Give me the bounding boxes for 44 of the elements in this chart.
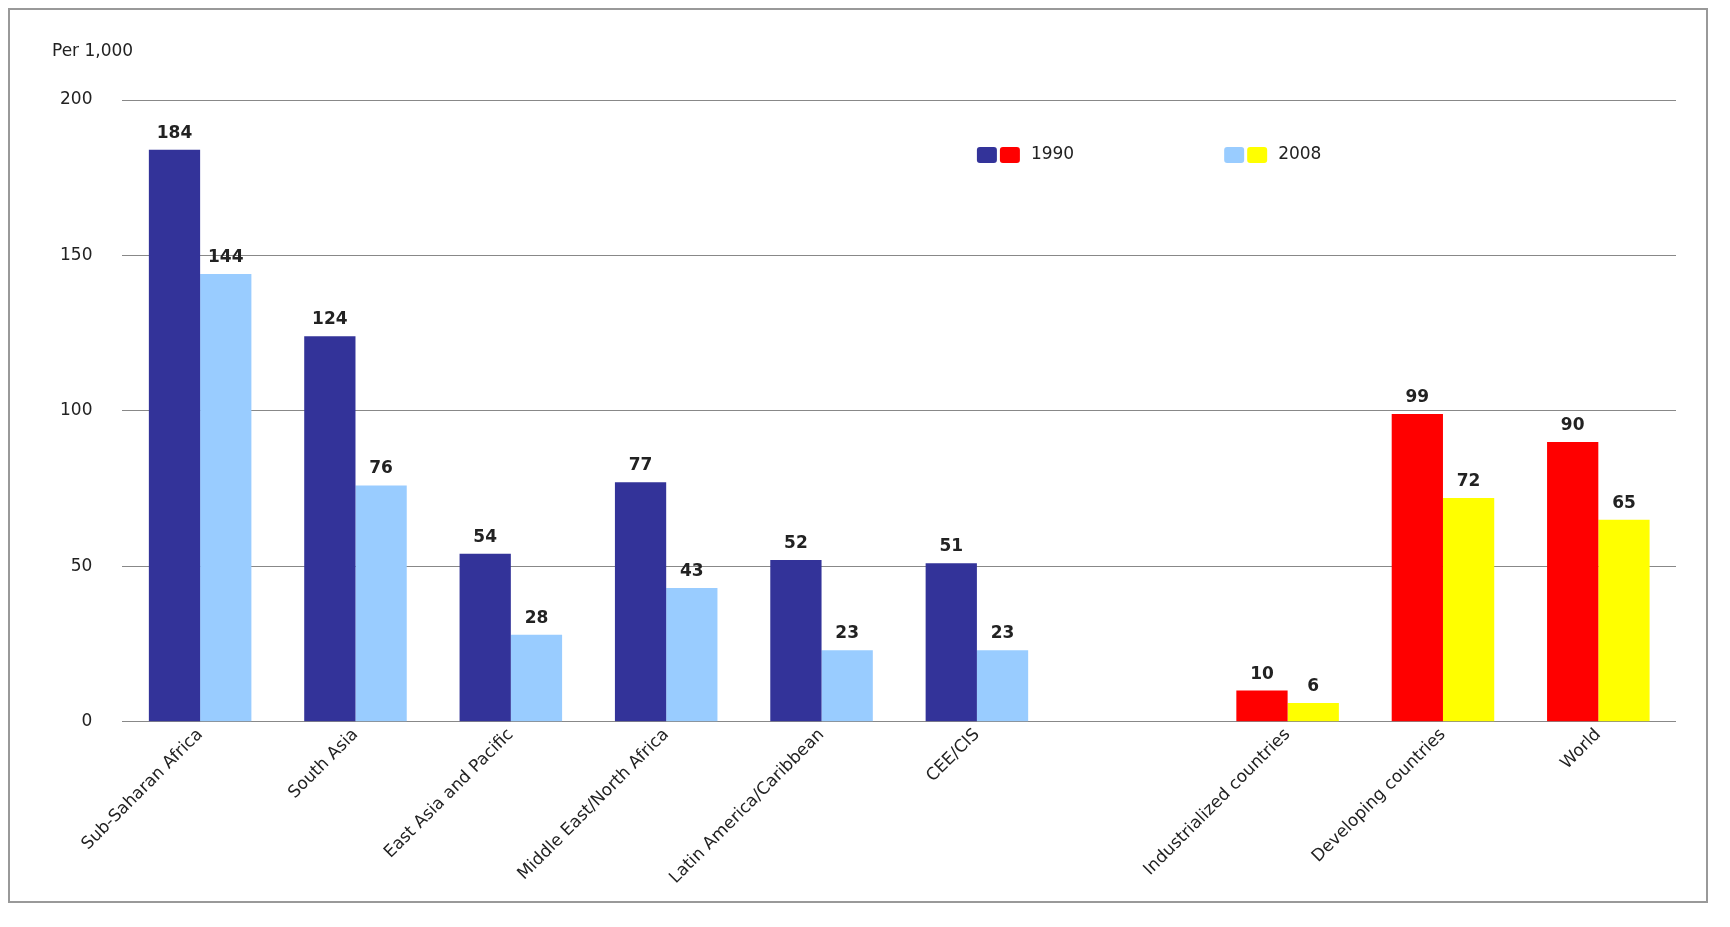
bar bbox=[1598, 519, 1650, 722]
data-label: 184 bbox=[156, 121, 193, 142]
legend-label: 1990 bbox=[1030, 143, 1075, 164]
bar bbox=[1287, 703, 1339, 722]
bar bbox=[510, 634, 563, 722]
data-label: 43 bbox=[679, 559, 704, 580]
y-tick-label: 50 bbox=[70, 554, 93, 575]
data-label: 124 bbox=[312, 308, 348, 329]
bar bbox=[1442, 497, 1495, 722]
bar bbox=[614, 482, 667, 722]
y-tick-label: 0 bbox=[81, 710, 93, 731]
data-label: 144 bbox=[208, 246, 244, 266]
data-label: 77 bbox=[628, 454, 653, 475]
bar bbox=[200, 274, 252, 722]
y-tick-label: 100 bbox=[59, 399, 93, 420]
legend-label: 2008 bbox=[1278, 143, 1322, 164]
bar bbox=[666, 588, 718, 722]
y-tick-label: 150 bbox=[59, 243, 93, 264]
bar bbox=[1236, 690, 1288, 722]
bar bbox=[925, 563, 977, 722]
data-label: 28 bbox=[524, 606, 549, 627]
data-label: 76 bbox=[369, 457, 393, 478]
data-label: 52 bbox=[784, 531, 808, 552]
bar bbox=[1391, 413, 1443, 722]
bar bbox=[459, 553, 511, 722]
data-label: 10 bbox=[1250, 662, 1274, 683]
data-label: 23 bbox=[990, 622, 1015, 643]
data-label: 6 bbox=[1307, 674, 1320, 695]
bar bbox=[770, 560, 822, 722]
data-label: 90 bbox=[1560, 413, 1585, 434]
data-label: 65 bbox=[1612, 491, 1636, 512]
y-axis-title: Per 1,000 bbox=[52, 40, 134, 61]
data-label: 23 bbox=[835, 622, 860, 643]
bar bbox=[148, 149, 201, 722]
bar bbox=[821, 650, 873, 722]
bar bbox=[304, 336, 356, 722]
y-tick-label: 200 bbox=[59, 88, 93, 109]
data-label: 72 bbox=[1456, 469, 1481, 490]
data-label: 54 bbox=[473, 525, 498, 546]
data-label: 51 bbox=[939, 535, 964, 556]
bar bbox=[976, 650, 1029, 722]
data-label: 99 bbox=[1405, 385, 1430, 406]
bar bbox=[355, 485, 407, 722]
bar bbox=[1547, 441, 1599, 722]
